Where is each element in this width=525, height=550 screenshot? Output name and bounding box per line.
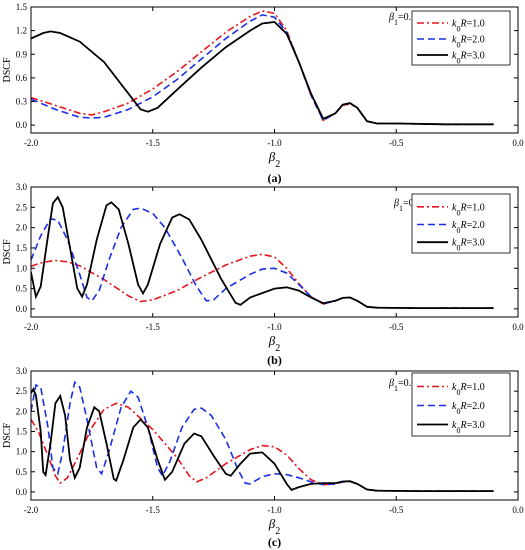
- y-axis-label: DSCF: [2, 423, 13, 448]
- x-tick-label: -1.5: [146, 505, 161, 515]
- y-tick-label: 1.0: [16, 263, 28, 273]
- chart-panel-1: -2.0 -1.5 -1.0 -0.5 0.0 0.0 0.3 0.6 0.9 1.2 1.5 DSC…: [2, 2, 524, 185]
- y-tick-label: 1.5: [16, 243, 28, 253]
- chart-panel-2: -2.0 -1.5 -1.0 -0.5 0.0 0.0 0.5 1.0 1.5 2.0 2.5 3.0…: [2, 182, 524, 367]
- y-tick-label: 1.5: [16, 426, 28, 436]
- y-tick-label: 1.0: [16, 447, 28, 457]
- x-tick-label: 0.0: [512, 138, 524, 148]
- legend-label-1: k0R=1.0: [452, 382, 485, 397]
- x-axis-label: β2: [268, 333, 280, 354]
- panel-label: (b): [267, 353, 282, 367]
- y-tick-label: 0.3: [16, 97, 28, 107]
- series-line-1: [31, 10, 494, 126]
- y-tick-label: 0.0: [16, 120, 28, 130]
- x-tick-label: 0.0: [512, 322, 524, 332]
- x-tick-label: -0.5: [389, 505, 404, 515]
- x-tick-label: -0.5: [389, 138, 404, 148]
- x-tick-label: -1.5: [146, 322, 161, 332]
- legend-label-1: k0R=1.0: [452, 202, 485, 217]
- y-tick-label: 0.0: [16, 487, 28, 497]
- y-tick-label: 2.5: [16, 202, 28, 212]
- x-tick-label: -2.0: [24, 138, 39, 148]
- legend-label-2: k0R=2.0: [452, 35, 485, 50]
- x-tick-label: -2.0: [24, 505, 39, 515]
- x-axis-label: β2: [268, 516, 280, 537]
- x-tick-label: -1.0: [267, 138, 282, 148]
- x-tick-label: 0.0: [512, 505, 524, 515]
- x-tick-label: -1.0: [267, 505, 282, 515]
- y-tick-label: 0.9: [16, 49, 28, 59]
- legend-label-2: k0R=2.0: [452, 401, 485, 416]
- legend: k0R=1.0 k0R=2.0 k0R=3.0: [411, 372, 511, 437]
- panel-label: (a): [268, 171, 282, 185]
- y-tick-label: 1.2: [16, 26, 27, 36]
- x-axis-label: β2: [268, 149, 280, 170]
- y-axis-label: DSCF: [2, 239, 13, 264]
- x-tick-label: -1.5: [146, 138, 161, 148]
- y-tick-label: 3.0: [16, 366, 28, 376]
- series-line-3: [31, 195, 494, 309]
- y-tick-label: 2.0: [16, 223, 28, 233]
- y-tick-label: 1.5: [16, 2, 28, 12]
- legend-label-3: k0R=3.0: [452, 51, 485, 66]
- legend-label-2: k0R=2.0: [452, 220, 485, 235]
- y-tick-label: 0.0: [16, 304, 28, 314]
- legend-label-3: k0R=3.0: [452, 420, 485, 435]
- series-line-2: [31, 14, 494, 126]
- y-tick-label: 2.5: [16, 386, 28, 396]
- legend-label-1: k0R=1.0: [452, 19, 485, 34]
- chart-panel-3: -2.0 -1.5 -1.0 -0.5 0.0 0.0 0.5 1.0 1.5 2.0 2.5 3.0…: [2, 366, 524, 549]
- beta1-annotation: β1=0.5: [388, 378, 416, 393]
- x-tick-label: -1.0: [267, 322, 282, 332]
- legend: k0R=1.0 k0R=2.0 k0R=3.0: [411, 193, 511, 254]
- y-tick-label: 0.5: [16, 284, 28, 294]
- legend-box: [411, 372, 511, 437]
- series-line-3: [31, 387, 494, 492]
- y-tick-label: 3.0: [16, 182, 28, 192]
- series-line-3: [31, 21, 494, 126]
- y-tick-label: 2.0: [16, 406, 28, 416]
- y-tick-label: 0.5: [16, 467, 28, 477]
- y-axis-label: DSCF: [2, 57, 13, 82]
- x-tick-label: -0.5: [389, 322, 404, 332]
- legend-box: [411, 10, 511, 66]
- series-line-1: [31, 253, 494, 309]
- series-line-2: [31, 380, 494, 492]
- panel-label: (c): [268, 535, 281, 549]
- y-tick-label: 0.6: [16, 73, 28, 83]
- x-tick-label: -2.0: [24, 322, 39, 332]
- beta1-annotation: β1=0.1: [388, 12, 416, 27]
- legend-box: [411, 193, 511, 254]
- legend-label-3: k0R=3.0: [452, 238, 485, 253]
